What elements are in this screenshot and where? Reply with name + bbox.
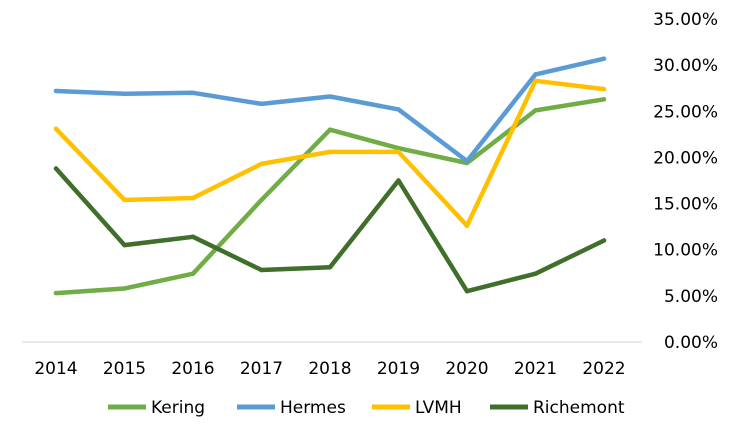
data-point-richemont [396,178,401,183]
data-point-lvmh [122,197,127,203]
x-tick-label: 2021 [514,359,557,379]
data-point-kering [122,286,127,291]
y-tick-label: 10.00% [653,241,718,261]
x-tick-label: 2020 [445,359,488,379]
data-point-lvmh [396,149,401,155]
data-point-richemont [122,242,127,248]
x-tick-label: 2015 [103,359,146,379]
data-point-lvmh [327,149,333,155]
legend: Kering Hermes LVMH Richemont [108,398,625,418]
data-point-kering [190,271,196,276]
data-point-richemont [464,289,470,294]
data-point-kering [327,127,333,132]
x-tick-label: 2016 [171,359,214,379]
data-point-hermes [327,94,333,99]
data-point-hermes [464,158,470,164]
data-point-kering [601,97,607,102]
data-point-lvmh [53,126,59,132]
y-tick-label: 35.00% [653,10,718,30]
data-point-lvmh [533,78,538,84]
data-point-richemont [190,234,196,239]
data-point-kering [533,108,538,113]
data-point-hermes [53,88,59,94]
legend-label-richemont: Richemont [533,398,625,418]
x-tick-label: 2014 [34,359,77,379]
data-point-kering [396,146,401,151]
x-tick-label: 2017 [240,359,283,379]
data-point-richemont [53,166,59,171]
data-point-lvmh [601,86,607,92]
y-tick-label: 5.00% [664,287,718,307]
y-tick-label: 20.00% [653,148,718,168]
data-point-hermes [533,72,538,77]
data-point-lvmh [190,195,196,201]
data-point-richemont [601,238,607,243]
data-point-kering [259,197,264,203]
series-layer [53,56,607,296]
x-tick-label: 2018 [308,359,351,379]
x-tick-label: 2019 [377,359,420,379]
legend-label-hermes: Hermes [280,398,346,418]
data-point-richemont [533,271,538,276]
data-point-hermes [190,90,196,96]
data-point-hermes [396,107,401,112]
y-tick-label: 25.00% [653,102,718,122]
data-point-richemont [259,267,264,273]
data-point-lvmh [259,161,264,167]
series-line-richemont [53,166,607,294]
data-point-hermes [122,91,127,96]
y-tick-label: 30.00% [653,56,718,76]
y-tick-label: 15.00% [653,195,718,215]
legend-label-lvmh: LVMH [415,398,462,418]
legend-label-kering: Kering [151,398,205,418]
x-tick-label: 2022 [582,359,625,379]
data-point-richemont [327,265,333,270]
data-point-kering [53,290,59,296]
data-point-hermes [601,56,607,61]
data-point-hermes [259,101,264,107]
data-point-lvmh [464,223,470,228]
axis-layer: 0.00% 5.00% 10.00% 15.00% 20.00% 25.00% 30.00%… [22,10,718,379]
y-tick-label: 0.00% [664,333,718,353]
